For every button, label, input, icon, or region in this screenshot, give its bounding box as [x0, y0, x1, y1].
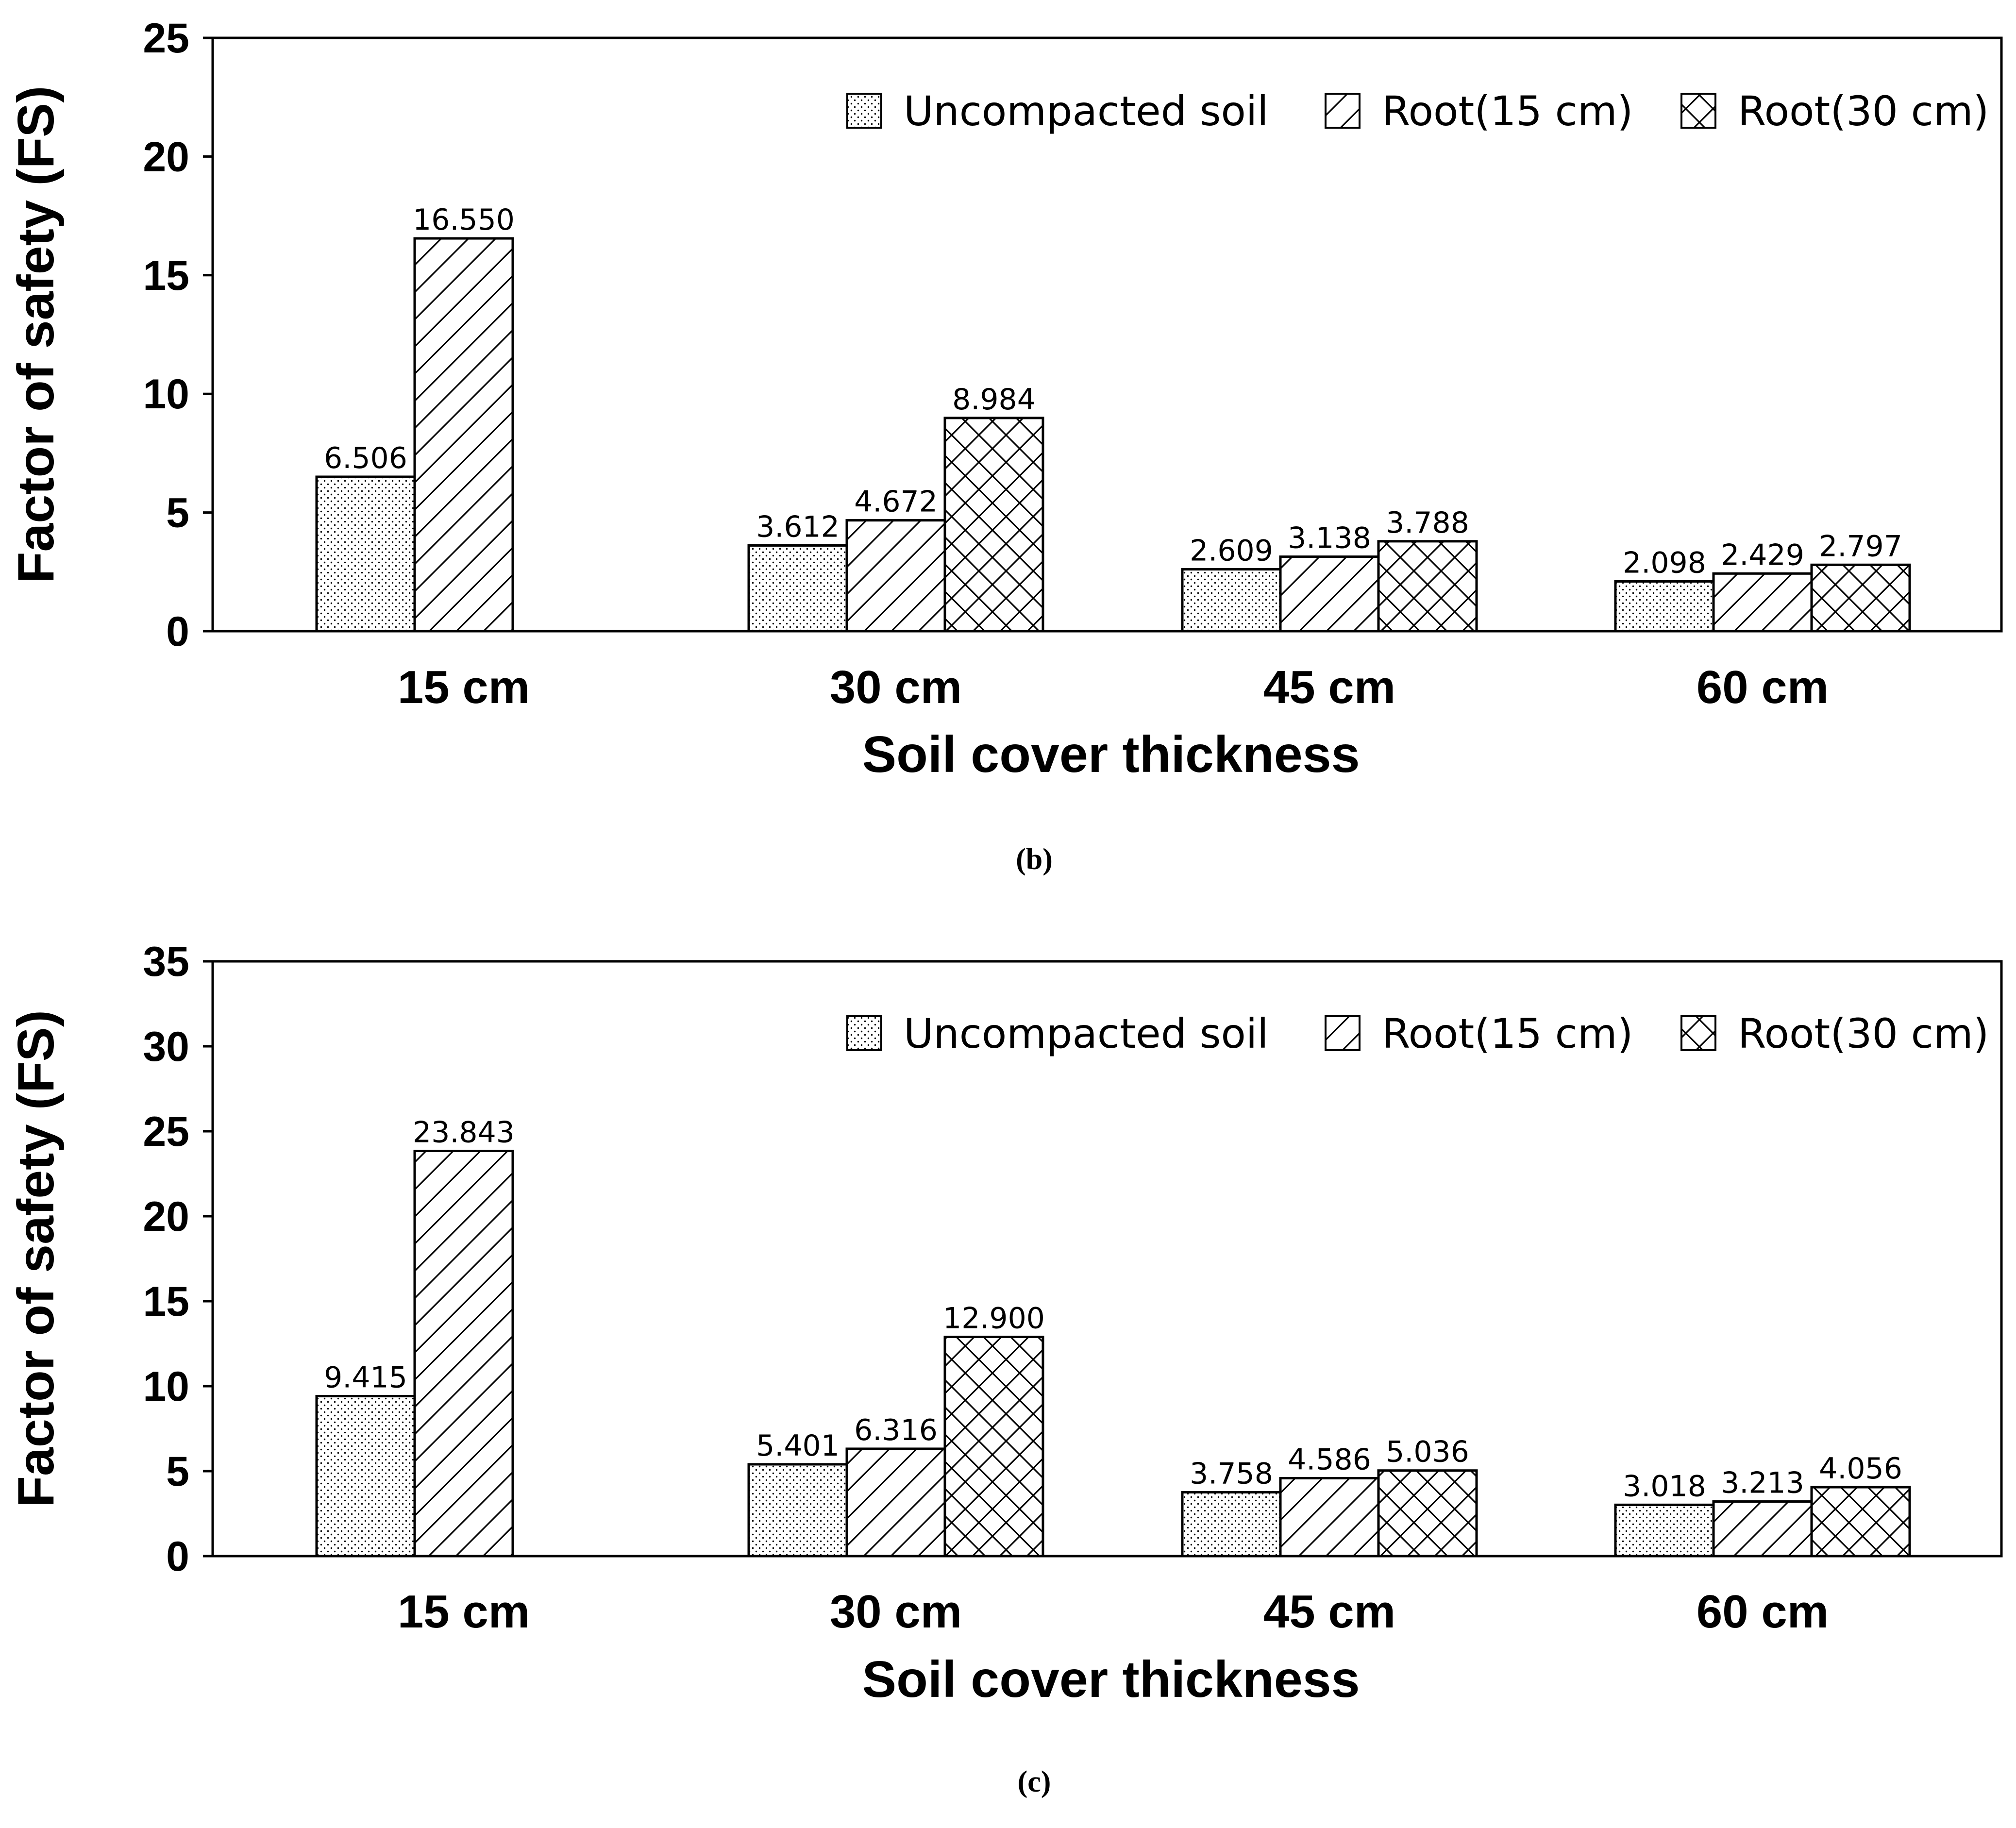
x-category-label: 60 cm — [1697, 661, 1829, 713]
bar-3-3 — [1377, 1469, 1478, 1558]
bar-3-2 — [943, 1336, 1044, 1558]
bar-2-2 — [845, 519, 946, 633]
bar-2-1 — [413, 237, 514, 633]
bar-2-3 — [1279, 555, 1380, 633]
legend-label: Root(30 cm) — [1738, 1010, 1989, 1057]
data-label: 2.429 — [1721, 538, 1804, 572]
chart-panel-2: 0 5 10 15 20 25 30 35 Factor of safety (FS) 9.415… — [7, 939, 2003, 1798]
data-label: 5.401 — [756, 1429, 840, 1463]
x-category-label: 15 cm — [398, 661, 530, 713]
legend-label: Uncompacted soil — [904, 87, 1269, 135]
x-category-label: 60 cm — [1697, 1586, 1829, 1638]
bar-1-4 — [1614, 580, 1715, 633]
bar-3-4 — [1810, 1486, 1911, 1558]
legend-swatch-3 — [1680, 93, 1716, 129]
data-label: 4.672 — [854, 485, 938, 519]
bar-2-4 — [1712, 572, 1813, 633]
y-tick-label: 20 — [143, 1193, 189, 1240]
legend-swatch-3 — [1680, 1015, 1716, 1051]
bar-1-4 — [1614, 1503, 1715, 1558]
data-label: 3.213 — [1721, 1466, 1804, 1500]
legend-swatch-1 — [846, 1015, 882, 1051]
bar-2-3 — [1279, 1476, 1380, 1558]
x-category-label: 30 cm — [830, 1586, 962, 1638]
bar-1-2 — [747, 1463, 848, 1558]
legend-label: Root(30 cm) — [1738, 87, 1989, 135]
legend-swatch-2 — [1325, 93, 1361, 129]
bar-2-2 — [845, 1447, 946, 1558]
legend-label: Root(15 cm) — [1382, 1010, 1633, 1057]
data-label: 8.984 — [952, 383, 1036, 417]
data-label: 2.098 — [1623, 546, 1706, 580]
data-label: 9.415 — [324, 1360, 407, 1394]
figure-caption: (c) — [1018, 1765, 1051, 1798]
legend-swatch-2 — [1325, 1015, 1361, 1051]
y-tick-label: 0 — [166, 608, 189, 655]
y-tick-label: 15 — [143, 252, 189, 299]
data-label: 3.612 — [756, 510, 840, 544]
data-label: 5.036 — [1386, 1435, 1469, 1469]
bar-2-1 — [413, 1149, 514, 1558]
data-label: 23.843 — [413, 1115, 515, 1149]
data-label: 3.138 — [1288, 521, 1371, 555]
legend: Uncompacted soil Root(15 cm) Root(30 cm) — [846, 87, 1989, 135]
y-tick-label: 15 — [143, 1278, 189, 1325]
data-label: 2.797 — [1819, 529, 1902, 563]
data-label: 3.758 — [1190, 1457, 1273, 1491]
legend-label: Uncompacted soil — [904, 1010, 1269, 1057]
y-tick-label: 10 — [143, 1363, 189, 1410]
bar-3-4 — [1810, 563, 1911, 633]
y-tick-label: 5 — [166, 1448, 189, 1495]
x-category-label: 15 cm — [398, 1586, 530, 1638]
x-axis-title: Soil cover thickness — [862, 1651, 1360, 1708]
bar-3-3 — [1377, 540, 1478, 633]
bar-1-3 — [1181, 1491, 1282, 1558]
legend-label: Root(15 cm) — [1382, 87, 1633, 135]
plot-frame — [211, 960, 2003, 1558]
y-tick-label: 25 — [143, 15, 189, 62]
chart-panel-1: 0 5 10 15 20 25 Factor of safety (FS) 6.506 3.61… — [7, 15, 2003, 876]
x-category-label: 30 cm — [830, 661, 962, 713]
y-tick-label: 25 — [143, 1108, 189, 1155]
data-label: 2.609 — [1190, 534, 1273, 568]
data-label: 6.506 — [324, 441, 407, 475]
y-tick-label: 35 — [143, 939, 189, 985]
y-tick-label: 30 — [143, 1023, 189, 1070]
y-tick-label: 5 — [166, 490, 189, 537]
figure-caption: (b) — [1016, 843, 1053, 876]
y-tick-label: 20 — [143, 134, 189, 180]
x-category-label: 45 cm — [1263, 1586, 1395, 1638]
data-label: 3.018 — [1623, 1469, 1706, 1503]
bar-1-2 — [747, 544, 848, 633]
y-axis-title: Factor of safety (FS) — [7, 1010, 65, 1508]
bar-3-2 — [943, 417, 1044, 633]
y-axis-title: Factor of safety (FS) — [7, 86, 65, 584]
x-category-label: 45 cm — [1263, 661, 1395, 713]
plot-frame — [211, 36, 2003, 633]
data-label: 6.316 — [854, 1413, 938, 1447]
legend: Uncompacted soil Root(15 cm) Root(30 cm) — [846, 1010, 1989, 1057]
legend-swatch-1 — [846, 93, 882, 129]
bar-1-1 — [315, 1394, 416, 1558]
bar-1-1 — [315, 475, 416, 633]
y-tick-label: 0 — [166, 1533, 189, 1580]
x-axis-title: Soil cover thickness — [862, 726, 1360, 783]
data-label: 16.550 — [413, 203, 515, 237]
data-label: 3.788 — [1386, 506, 1469, 540]
data-label: 12.900 — [943, 1302, 1045, 1336]
bar-1-3 — [1181, 568, 1282, 633]
data-label: 4.056 — [1819, 1452, 1902, 1486]
y-tick-label: 10 — [143, 371, 189, 418]
data-label: 4.586 — [1288, 1442, 1371, 1476]
bar-2-4 — [1712, 1500, 1813, 1558]
